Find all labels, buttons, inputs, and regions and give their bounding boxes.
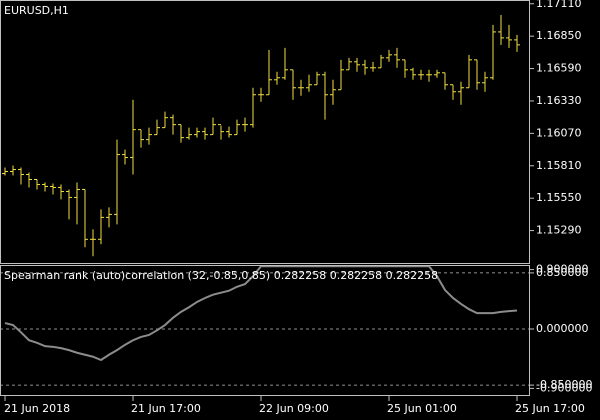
chart-title: EURUSD,H1 (4, 4, 69, 17)
y-tick-label: 1.15810 (536, 159, 582, 172)
y-tick-label: 0.900000 (536, 263, 589, 276)
indicator-pane-frame (0, 265, 530, 396)
y-tick-label: 1.15550 (536, 191, 582, 204)
indicator-plot (0, 266, 530, 386)
x-tick-label: 21 Jun 17:00 (131, 402, 201, 415)
indicator-line (4, 266, 518, 362)
x-tick-label: 25 Jun 01:00 (387, 402, 457, 415)
indicator-title: Spearman rank (auto)correlation (32,-0.8… (4, 269, 438, 282)
y-tick-label: 1.17110 (536, 0, 582, 10)
y-tick-label: -0.850000 (536, 378, 592, 391)
x-tick-label: 22 Jun 09:00 (259, 402, 329, 415)
y-tick-label: 1.15290 (536, 224, 582, 237)
main-pane-frame (0, 0, 530, 264)
y-tick-label: 1.16590 (536, 62, 582, 75)
x-tick-label: 21 Jun 2018 (4, 402, 70, 415)
y-tick-label: 0.850000 (536, 266, 589, 279)
y-tick-label: -0.900000 (536, 381, 592, 394)
y-tick-label: 1.16330 (536, 94, 582, 107)
x-tick-label: 25 Jun 17:00 (515, 402, 585, 415)
y-tick-label: 1.16850 (536, 29, 582, 42)
y-tick-label: 1.16070 (536, 126, 582, 139)
y-tick-label: 0.000000 (536, 322, 589, 335)
